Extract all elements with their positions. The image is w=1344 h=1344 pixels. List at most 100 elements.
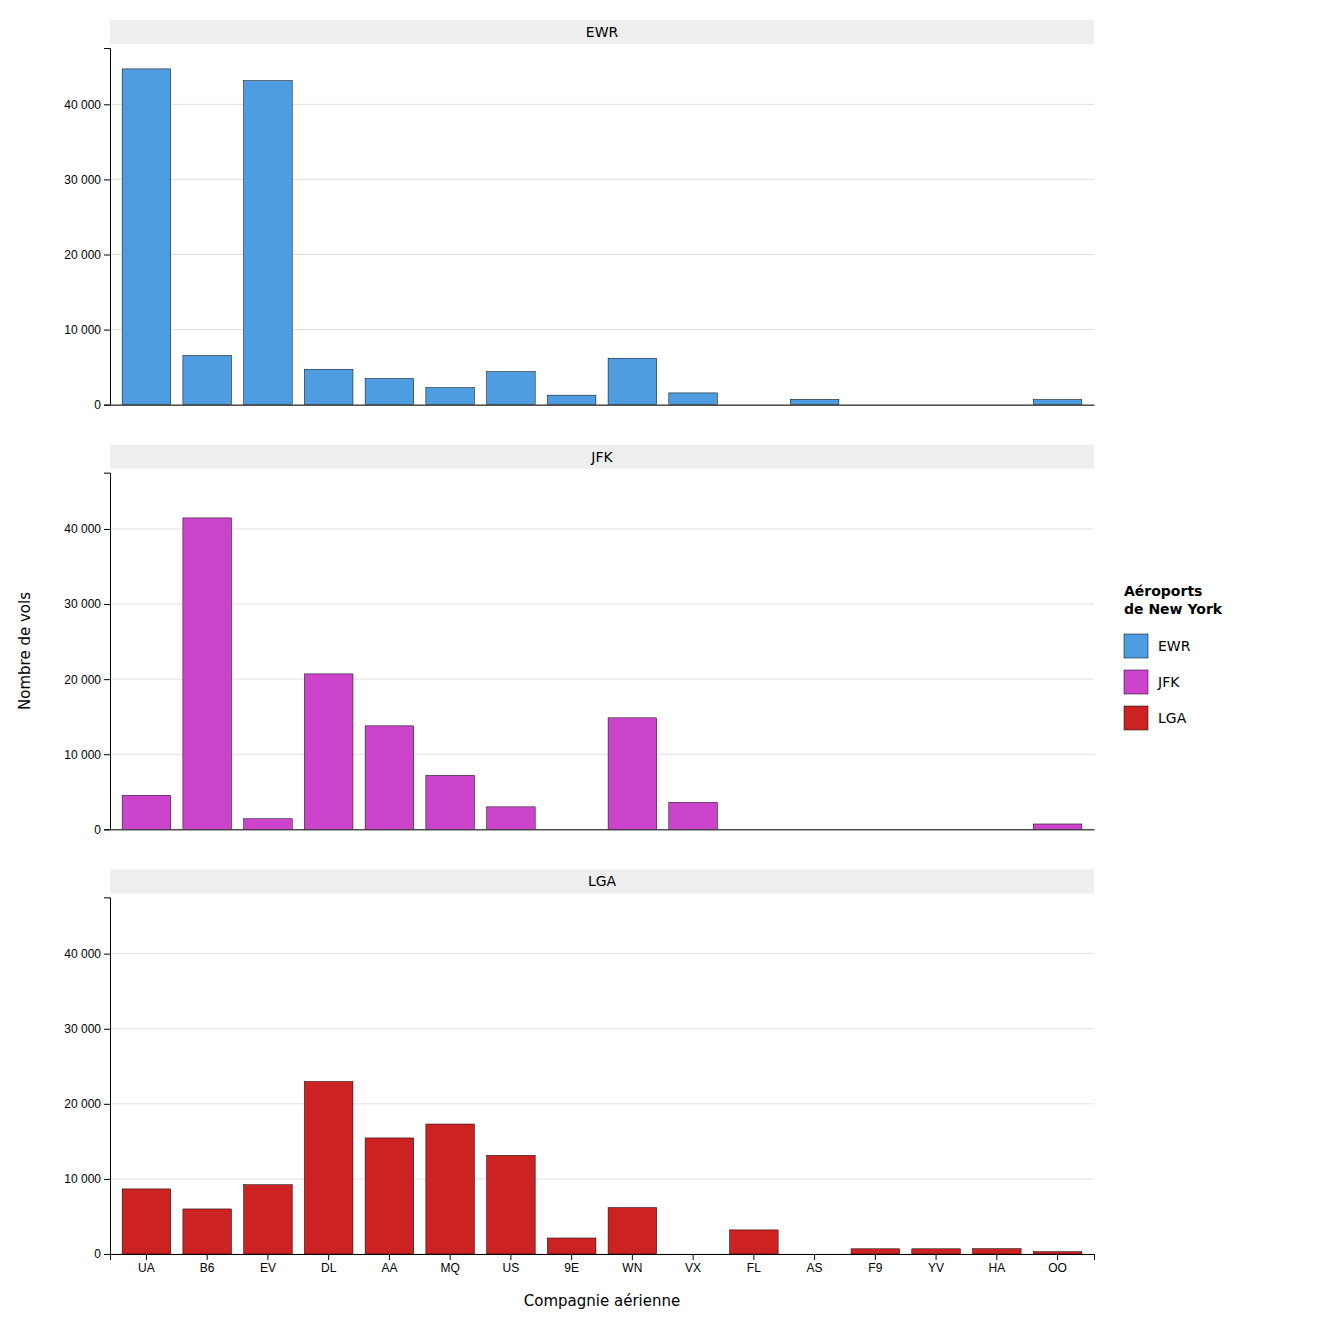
bar [244, 819, 293, 830]
tick-mark [104, 104, 110, 105]
tick-label: 10 000 [64, 748, 101, 762]
tick-label: 30 000 [64, 597, 101, 611]
tick-label: OO [1048, 1261, 1067, 1275]
tick-label: 0 [94, 398, 101, 412]
tick-label: 0 [94, 823, 101, 837]
grid-line [110, 1178, 1094, 1179]
tick-mark [875, 1254, 876, 1260]
tick-label: F9 [868, 1261, 882, 1275]
grid-line [110, 1028, 1094, 1029]
tick-label: VX [685, 1261, 701, 1275]
tick-mark [104, 529, 110, 530]
tick-mark [389, 1254, 390, 1260]
x-axis [111, 829, 1095, 831]
tick-mark [267, 1254, 268, 1260]
tick-mark [1057, 1254, 1058, 1260]
bar [730, 829, 779, 830]
bar [851, 1249, 900, 1254]
x-axis [111, 404, 1095, 406]
tick: B6 [200, 1254, 215, 1275]
strip [110, 445, 1094, 469]
legend-swatch [1124, 634, 1148, 658]
bar [426, 388, 475, 405]
tick-label: EV [260, 1261, 276, 1275]
tick-label: 9E [564, 1261, 579, 1275]
tick: 10 000 [64, 748, 110, 762]
tick-label: 40 000 [64, 947, 101, 961]
tick: AA [381, 1254, 397, 1275]
bar [244, 81, 293, 405]
tick: MQ [440, 1254, 459, 1275]
axis-line [111, 1255, 1095, 1261]
bar [669, 1254, 718, 1255]
grid-line [110, 953, 1094, 954]
tick: 0 [94, 1247, 110, 1261]
tick: 20 000 [64, 248, 110, 262]
tick-mark [104, 604, 110, 605]
bar [1033, 824, 1082, 829]
bar [426, 1124, 475, 1254]
bar [1033, 399, 1082, 404]
tick: UA [138, 1254, 155, 1275]
tick-label: 0 [94, 1247, 101, 1261]
bar [669, 393, 718, 405]
grid-line [110, 604, 1094, 605]
legend-item: LGA [1124, 706, 1187, 730]
bars [122, 1082, 1082, 1254]
tick-label: 40 000 [64, 522, 101, 536]
bar [304, 369, 353, 404]
grid [110, 954, 1094, 1254]
strip-label: JFK [590, 449, 613, 465]
tick-label: FL [747, 1261, 761, 1275]
bar [1033, 1252, 1082, 1254]
bar [669, 802, 718, 829]
tick-mark [571, 1254, 572, 1260]
bar [487, 372, 536, 405]
tick-mark [632, 1254, 633, 1260]
bar [973, 1249, 1022, 1254]
strip-label: EWR [586, 24, 619, 40]
axis-line [111, 405, 1095, 406]
y-axis-title: Nombre de vols [16, 592, 34, 710]
bar [790, 399, 839, 404]
bar [912, 1249, 961, 1254]
tick-label: MQ [440, 1261, 459, 1275]
tick-mark [328, 1254, 329, 1260]
tick: 0 [94, 398, 110, 412]
tick: VX [685, 1254, 701, 1275]
bar [183, 1209, 232, 1254]
bar [365, 726, 414, 829]
tick: 20 000 [64, 1097, 110, 1111]
tick: 40 000 [64, 947, 110, 961]
bar [547, 1238, 596, 1254]
bar [304, 1082, 353, 1254]
strip [110, 869, 1094, 893]
bar [608, 1208, 657, 1254]
bar [183, 518, 232, 829]
tick-mark [936, 1254, 937, 1260]
strip-label: LGA [588, 873, 617, 889]
tick-label: 10 000 [64, 1172, 101, 1186]
bar [365, 378, 414, 404]
bar [426, 775, 475, 829]
legend-title: Aéroportsde New York [1124, 583, 1223, 617]
bar [122, 69, 171, 405]
tick-mark [104, 679, 110, 680]
bar [973, 829, 1022, 830]
tick-label: AA [381, 1261, 397, 1275]
bar [790, 829, 839, 830]
panel: 010 00020 00030 00040 000 [64, 473, 1094, 837]
bar [608, 718, 657, 829]
tick-mark [104, 405, 110, 406]
bar [730, 1230, 779, 1254]
legend: Aéroportsde New YorkEWRJFKLGA [1124, 583, 1223, 730]
legend-swatch [1124, 706, 1148, 730]
axis-line [104, 473, 111, 830]
tick-mark [814, 1254, 815, 1260]
tick: 30 000 [64, 1022, 110, 1036]
legend-item: EWR [1124, 634, 1191, 658]
y-axis: 0 10 000 20 000 30 000 40 000 [64, 898, 110, 1262]
tick-mark [104, 829, 110, 830]
y-axis: 010 00020 00030 00040 000 [64, 49, 110, 413]
tick: 40 000 [64, 522, 110, 536]
